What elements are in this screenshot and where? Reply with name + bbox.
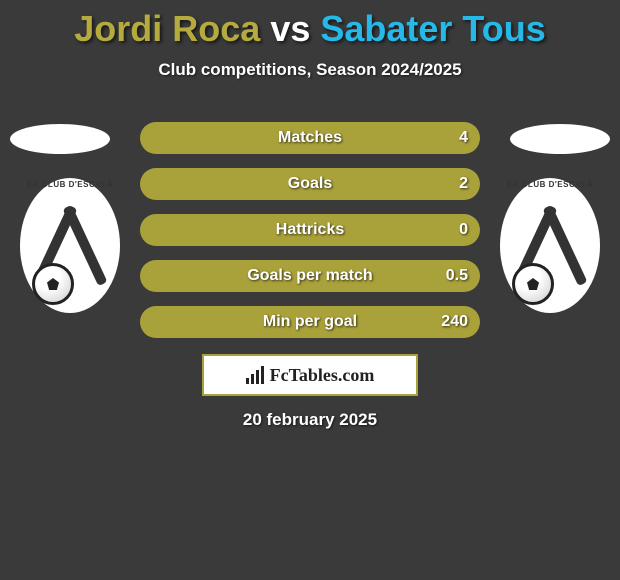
brand-text: FcTables.com xyxy=(270,365,375,386)
stat-label: Min per goal xyxy=(263,313,357,331)
subtitle: Club competitions, Season 2024/2025 xyxy=(0,60,620,80)
stat-value-right: 0 xyxy=(459,221,468,239)
stat-label: Goals xyxy=(288,175,332,193)
date-text: 20 february 2025 xyxy=(0,410,620,430)
player2-name: Sabater Tous xyxy=(320,8,545,49)
stat-bar: Goals 2 xyxy=(140,168,480,200)
stat-label: Goals per match xyxy=(247,267,372,285)
stat-value-right: 0.5 xyxy=(446,267,468,285)
stats-container: Matches 4 Goals 2 Hattricks 0 Goals per match 0… xyxy=(140,122,480,352)
club-arc-text: ER CLUB D'ESCALA xyxy=(500,180,600,189)
player1-club-badge: ER CLUB D'ESCALA xyxy=(20,178,120,313)
brand-box: FcTables.com xyxy=(202,354,418,396)
stat-bar: Hattricks 0 xyxy=(140,214,480,246)
stat-bar: Min per goal 240 xyxy=(140,306,480,338)
stat-label: Matches xyxy=(278,129,342,147)
club-arc-text: ER CLUB D'ESCALA xyxy=(20,180,120,189)
stat-value-right: 240 xyxy=(441,313,468,331)
stat-value-right: 2 xyxy=(459,175,468,193)
soccer-ball-icon xyxy=(512,263,554,305)
soccer-ball-icon xyxy=(32,263,74,305)
stat-bar: Matches 4 xyxy=(140,122,480,154)
player2-club-badge: ER CLUB D'ESCALA xyxy=(500,178,600,313)
stat-value-right: 4 xyxy=(459,129,468,147)
player2-avatar-placeholder xyxy=(510,124,610,154)
stat-bar: Goals per match 0.5 xyxy=(140,260,480,292)
player1-avatar-placeholder xyxy=(10,124,110,154)
brand-chart-icon xyxy=(246,366,264,384)
vs-text: vs xyxy=(270,8,320,49)
page-title: Jordi Roca vs Sabater Tous xyxy=(0,0,620,50)
stat-label: Hattricks xyxy=(276,221,344,239)
player1-name: Jordi Roca xyxy=(74,8,260,49)
